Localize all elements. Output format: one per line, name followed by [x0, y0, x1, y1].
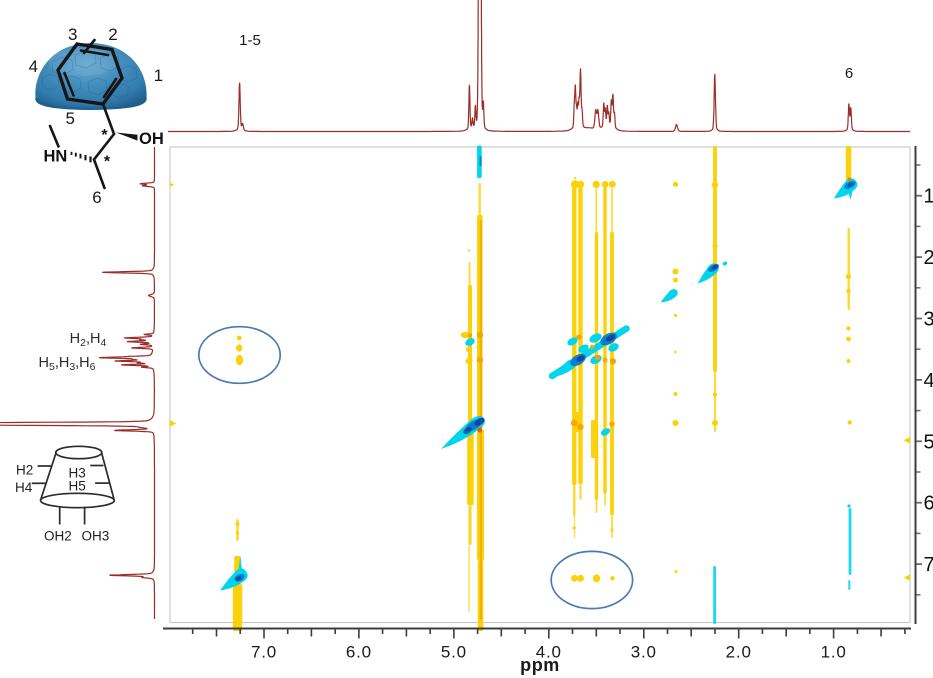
svg-text:1.0: 1.0 — [821, 643, 847, 662]
svg-text:4: 4 — [29, 57, 38, 76]
svg-text:1: 1 — [154, 66, 163, 85]
svg-text:1: 1 — [924, 186, 933, 208]
svg-text:HN: HN — [44, 148, 68, 166]
svg-text:7: 7 — [924, 554, 933, 576]
svg-text:5: 5 — [924, 431, 933, 453]
svg-text:3: 3 — [68, 25, 77, 44]
svg-text:2: 2 — [924, 247, 933, 269]
svg-text:2: 2 — [108, 25, 117, 44]
svg-text:H3: H3 — [69, 466, 86, 481]
svg-text:H5: H5 — [69, 479, 86, 494]
svg-text:6: 6 — [924, 493, 933, 515]
svg-text:H2,H4: H2,H4 — [70, 331, 107, 349]
svg-text:6.0: 6.0 — [346, 643, 372, 662]
svg-text:1-5: 1-5 — [239, 32, 261, 49]
svg-text:3: 3 — [924, 309, 933, 331]
svg-text:H2: H2 — [16, 463, 33, 478]
svg-text:*: * — [101, 127, 108, 144]
svg-text:5.0: 5.0 — [441, 643, 467, 662]
svg-text:4.0: 4.0 — [536, 643, 562, 662]
svg-text:6: 6 — [92, 188, 101, 207]
svg-text:4: 4 — [924, 370, 933, 392]
svg-text:2.0: 2.0 — [726, 643, 752, 662]
svg-text:3.0: 3.0 — [631, 643, 657, 662]
svg-text:5: 5 — [65, 109, 74, 128]
svg-text:6: 6 — [845, 65, 853, 82]
svg-text:ppm: ppm — [520, 655, 560, 675]
svg-text:*: * — [104, 154, 111, 171]
svg-text:7.0: 7.0 — [251, 643, 277, 662]
svg-text:OH3: OH3 — [82, 529, 110, 544]
svg-text:H5,H3,H6: H5,H3,H6 — [38, 355, 95, 373]
svg-text:OH2: OH2 — [44, 529, 72, 544]
svg-text:OH: OH — [139, 130, 164, 148]
svg-text:H4: H4 — [15, 480, 33, 495]
